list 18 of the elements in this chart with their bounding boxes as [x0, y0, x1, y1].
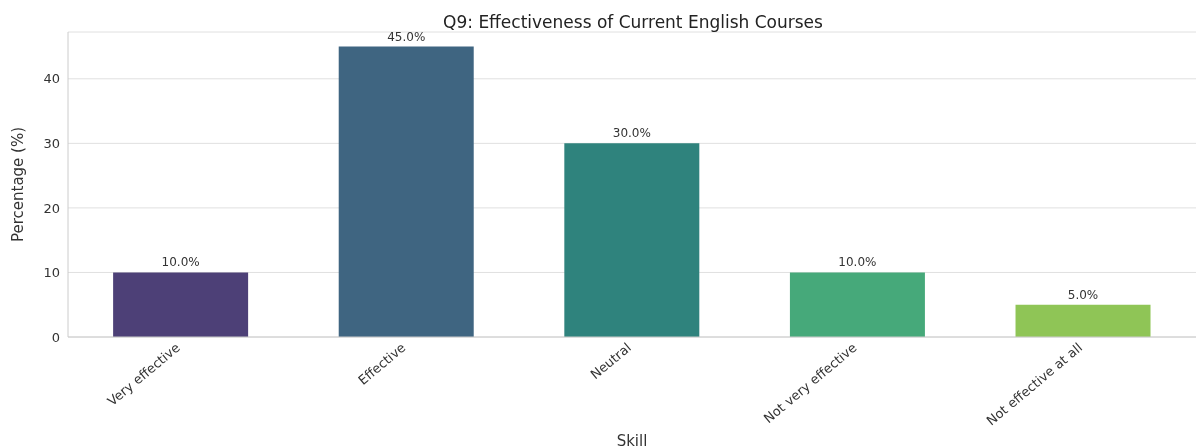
- y-axis-title: Percentage (%): [9, 126, 28, 243]
- bar: [1015, 304, 1151, 337]
- data-label: 45.0%: [387, 29, 426, 44]
- y-tick-label: 40: [43, 71, 60, 87]
- data-label: 10.0%: [838, 255, 877, 270]
- data-label: 30.0%: [612, 126, 651, 141]
- x-axis-title: Skill: [616, 432, 648, 446]
- bar: [789, 272, 925, 337]
- bar: [113, 272, 249, 337]
- data-label: 5.0%: [1067, 287, 1099, 302]
- y-tick-label: 30: [43, 135, 60, 151]
- y-tick-label: 0: [51, 329, 60, 345]
- chart-title: Q9: Effectiveness of Current English Courses: [443, 12, 823, 32]
- bar: [338, 46, 474, 337]
- bar: [564, 143, 700, 337]
- y-tick-label: 20: [43, 200, 60, 216]
- y-tick-label: 10: [43, 265, 60, 281]
- data-label: 10.0%: [161, 255, 200, 270]
